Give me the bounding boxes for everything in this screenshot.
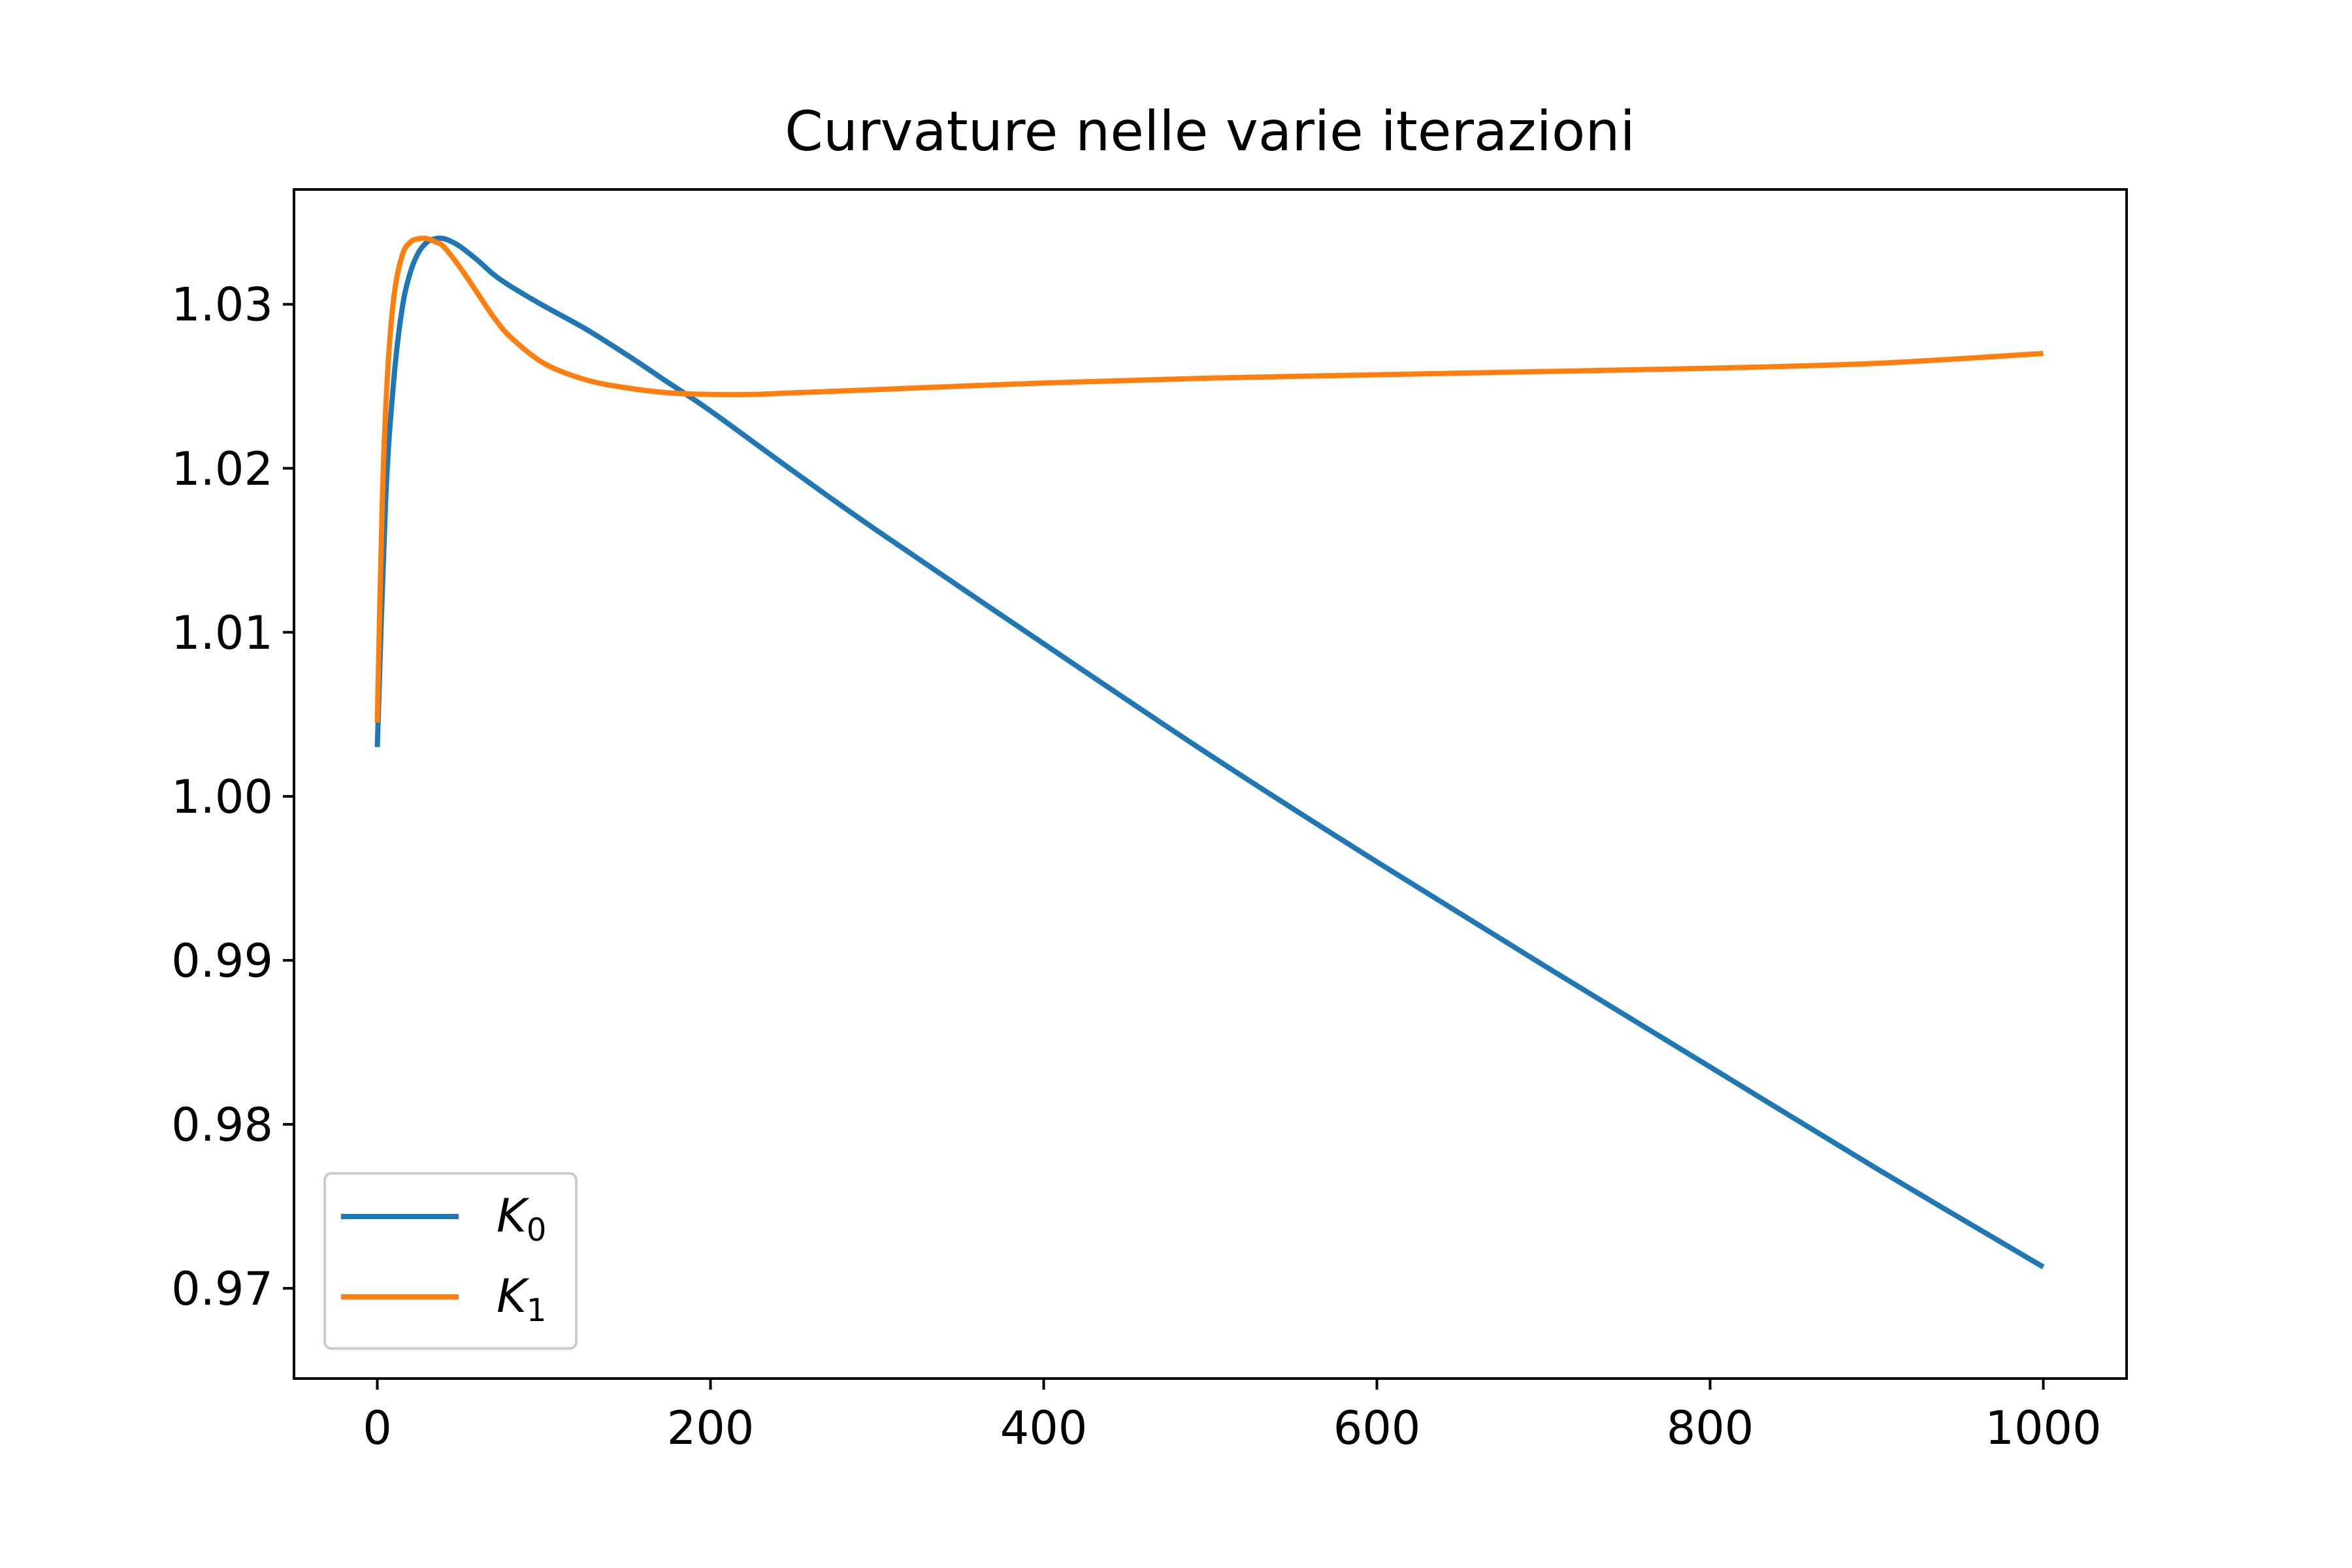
x-tick-label: 600 [1333,1401,1421,1455]
y-axis: 0.97 0.98 0.99 1.00 1.01 1.02 1.03 [171,278,294,1316]
x-tick-label: 1000 [1985,1401,2101,1455]
y-tick-label: 1.03 [171,278,273,332]
plot-area-frame [293,188,2128,1380]
x-tick-label: 200 [667,1401,755,1455]
series-line-k1 [374,235,2044,723]
y-tick-label: 1.01 [171,606,273,660]
y-tick-label: 1.00 [171,770,273,824]
legend-label-k1: K1 [497,1269,546,1329]
x-tick-label: 400 [1000,1401,1088,1455]
legend-entry-k0: K0 [341,1189,546,1249]
y-tick-label: 0.99 [171,934,273,988]
legend: K0 K1 [323,1172,578,1350]
series-layer [374,235,2045,1269]
series-line-k0 [374,235,2045,1269]
legend-label-k0: K0 [497,1189,546,1249]
x-tick-label: 800 [1667,1401,1754,1455]
legend-entry-k1: K1 [341,1269,546,1329]
x-tick-label: 0 [363,1401,392,1455]
chart-title: Curvature nelle varie iterazioni [785,99,1635,163]
x-axis: 0 200 400 600 800 1000 [363,1379,2102,1455]
y-tick-label: 1.02 [171,442,273,496]
y-tick-label: 0.98 [171,1098,273,1152]
y-tick-label: 0.97 [171,1262,273,1316]
